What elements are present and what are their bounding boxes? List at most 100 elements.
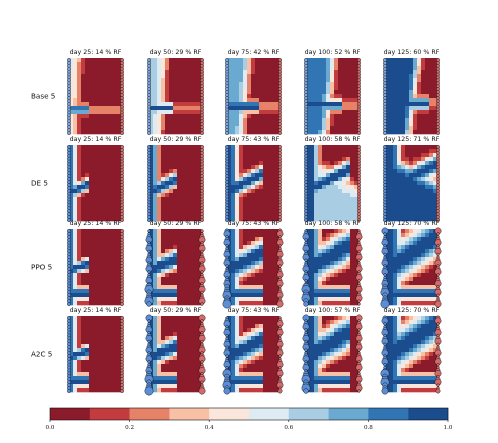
field-cell (73, 293, 78, 298)
field-cell (413, 118, 418, 123)
field-cell (389, 205, 394, 210)
field-cell (334, 193, 339, 198)
field-cell (409, 285, 414, 290)
field-cell (433, 118, 438, 123)
field-cell (231, 277, 236, 282)
field-cell (322, 165, 327, 170)
field-cell (97, 237, 102, 242)
field-cell (97, 229, 102, 234)
field-cell (227, 78, 232, 83)
field-cell (89, 388, 94, 393)
field-cell (255, 285, 260, 290)
field-cell (322, 245, 327, 250)
field-cell (405, 297, 410, 302)
field-cell (389, 149, 394, 154)
field-cell (393, 62, 398, 67)
field-cell (89, 70, 94, 75)
field-cell (73, 173, 78, 178)
field-cell (275, 189, 280, 194)
field-cell (243, 289, 248, 294)
field-cell (185, 106, 190, 111)
field-cell (177, 189, 182, 194)
field-cell (117, 293, 122, 298)
field-cell (397, 126, 402, 131)
field-cell (189, 106, 194, 111)
field-cell (177, 58, 182, 63)
field-cell (255, 249, 260, 254)
field-cell (342, 289, 347, 294)
field-cell (93, 344, 98, 349)
field-cell (409, 126, 414, 131)
field-cell (69, 149, 74, 154)
field-cell (169, 66, 174, 71)
field-cell (247, 217, 252, 222)
field-cell (181, 70, 186, 75)
field-cell (231, 233, 236, 238)
field-cell (389, 209, 394, 214)
field-cell (275, 169, 280, 174)
field-cell (113, 122, 118, 127)
field-cell (117, 340, 122, 345)
field-cell (334, 189, 339, 194)
field-cell (231, 229, 236, 234)
field-cell (330, 273, 335, 278)
field-cell (413, 98, 418, 103)
field-cell (393, 269, 398, 274)
field-cell (101, 257, 106, 262)
field-cell (409, 90, 414, 95)
field-cell (417, 66, 422, 71)
field-cell (69, 344, 74, 349)
field-cell (73, 70, 78, 75)
field-cell (169, 205, 174, 210)
field-cell (275, 90, 280, 95)
field-cell (259, 153, 264, 158)
field-cell (271, 62, 276, 67)
field-cell (263, 173, 268, 178)
field-cell (197, 233, 202, 238)
field-cell (113, 257, 118, 262)
field-cell (318, 110, 323, 115)
field-cell (393, 289, 398, 294)
field-cell (177, 70, 182, 75)
field-cell (157, 348, 162, 353)
field-cell (326, 269, 331, 274)
field-cell (243, 257, 248, 262)
field-cell (149, 74, 154, 79)
field-cell (385, 173, 390, 178)
field-cell (425, 253, 430, 258)
field-cell (97, 265, 102, 270)
field-cell (149, 340, 154, 345)
field-cell (89, 261, 94, 266)
field-cell (239, 94, 244, 99)
field-cell (177, 201, 182, 206)
field-cell (161, 356, 166, 361)
field-cell (243, 145, 248, 150)
field-cell (149, 241, 154, 246)
field-cell (169, 169, 174, 174)
field-cell (113, 297, 118, 302)
field-cell (393, 90, 398, 95)
field-cell (93, 257, 98, 262)
field-cell (193, 58, 198, 63)
field-cell (247, 126, 252, 131)
field-cell (350, 90, 355, 95)
field-cell (105, 149, 110, 154)
field-cell (69, 217, 74, 222)
field-cell (165, 217, 170, 222)
field-cell (97, 364, 102, 369)
field-cell (235, 189, 240, 194)
field-cell (189, 217, 194, 222)
field-cell (97, 293, 102, 298)
field-cell (393, 126, 398, 131)
field-cell (259, 66, 264, 71)
field-cell (267, 185, 272, 190)
field-cell (109, 257, 114, 262)
field-cell (69, 106, 74, 111)
field-cell (109, 94, 114, 99)
field-cell (161, 273, 166, 278)
field-cell (97, 217, 102, 222)
field-cell (310, 145, 315, 150)
field-cell (429, 74, 434, 79)
field-cell (177, 332, 182, 337)
field-cell (161, 173, 166, 178)
